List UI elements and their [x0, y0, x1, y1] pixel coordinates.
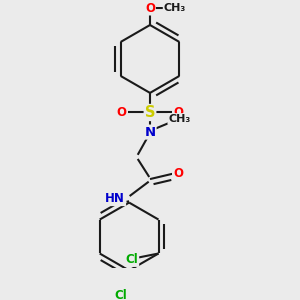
Text: O: O	[145, 2, 155, 14]
Text: O: O	[173, 106, 184, 119]
Text: Cl: Cl	[125, 253, 138, 266]
Text: S: S	[145, 105, 155, 120]
Text: Cl: Cl	[114, 289, 127, 300]
Text: HN: HN	[105, 192, 125, 205]
Text: N: N	[144, 126, 156, 139]
Text: O: O	[173, 167, 183, 180]
Text: CH₃: CH₃	[164, 3, 186, 13]
Text: CH₃: CH₃	[168, 114, 190, 124]
Text: O: O	[116, 106, 127, 119]
